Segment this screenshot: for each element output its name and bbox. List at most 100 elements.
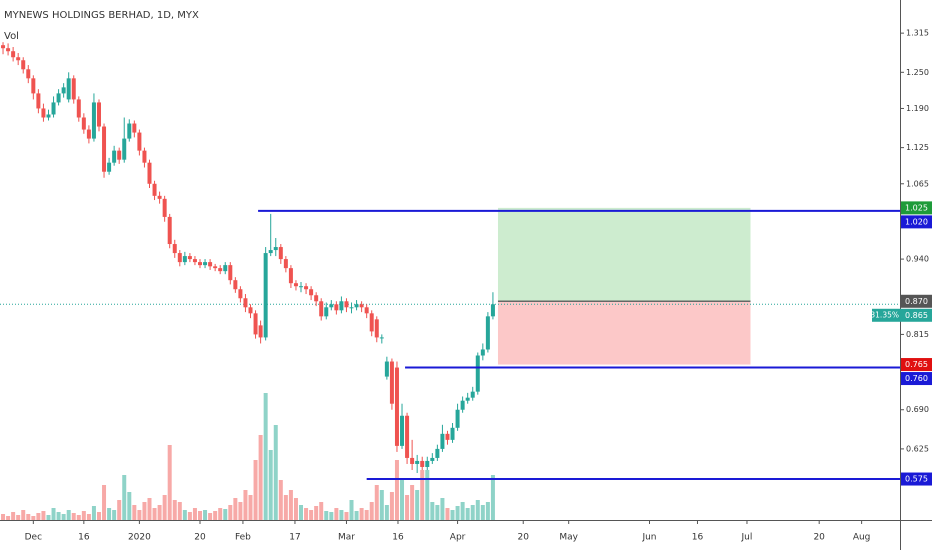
volume-bar bbox=[152, 508, 157, 520]
candle-body bbox=[415, 460, 420, 464]
volume-bar bbox=[223, 509, 228, 520]
volume-bar bbox=[420, 470, 425, 520]
volume-bar bbox=[122, 475, 127, 520]
candle-body bbox=[379, 337, 384, 339]
volume-bar bbox=[11, 512, 16, 520]
volume-bar bbox=[46, 515, 51, 520]
volume-bar bbox=[41, 511, 46, 520]
x-tick-label: Jul bbox=[741, 533, 753, 543]
candle-body bbox=[112, 150, 117, 163]
price-badge bbox=[901, 308, 932, 322]
candle-body bbox=[435, 448, 440, 458]
volume-bar bbox=[112, 510, 117, 520]
price-badge bbox=[901, 372, 932, 386]
volume-bar bbox=[480, 505, 485, 520]
volume-bar bbox=[485, 502, 490, 520]
candle-body bbox=[218, 268, 223, 272]
candle-body bbox=[152, 183, 157, 196]
price-badge-label: 1.020 bbox=[905, 217, 928, 226]
volume-bar bbox=[283, 495, 288, 520]
volume-bar bbox=[61, 514, 66, 520]
candle-body bbox=[359, 304, 364, 308]
candle-body bbox=[162, 198, 167, 217]
candle-body bbox=[177, 253, 182, 263]
candle-body bbox=[21, 60, 26, 70]
volume-bar bbox=[440, 498, 445, 520]
x-tick-label: 20 bbox=[518, 533, 530, 543]
volume-bar bbox=[334, 508, 339, 520]
candle-body bbox=[56, 93, 61, 103]
x-tick-label: 16 bbox=[692, 533, 704, 543]
candle-body bbox=[81, 117, 86, 130]
volume-bar bbox=[96, 512, 101, 520]
candle-body bbox=[157, 195, 162, 199]
candle-body bbox=[339, 301, 344, 311]
volume-bar bbox=[309, 510, 314, 520]
x-tick-label: 17 bbox=[289, 533, 300, 543]
price-badge bbox=[901, 294, 932, 308]
volume-bar bbox=[273, 425, 278, 520]
candle-body bbox=[142, 150, 147, 163]
candle-body bbox=[71, 78, 76, 100]
candle-body bbox=[102, 126, 107, 172]
price-badge bbox=[901, 472, 932, 486]
volume-bar bbox=[192, 508, 197, 520]
x-tick-label: 20 bbox=[813, 533, 825, 543]
plot bbox=[0, 42, 900, 520]
volume-bar bbox=[81, 511, 86, 520]
y-tick-label: 1.190 bbox=[906, 104, 929, 113]
candle-body bbox=[182, 256, 187, 263]
candle-body bbox=[16, 57, 21, 61]
x-tick-label: 16 bbox=[78, 533, 90, 543]
volume-bar bbox=[102, 485, 107, 520]
candle-body bbox=[465, 397, 470, 401]
volume-bar bbox=[394, 460, 399, 520]
candle-body bbox=[76, 99, 81, 118]
candle-body bbox=[51, 102, 56, 115]
volume-bar bbox=[293, 498, 298, 520]
candle-body bbox=[198, 262, 202, 266]
volume-bar bbox=[349, 500, 354, 520]
candle-body bbox=[137, 132, 142, 151]
volume-bar bbox=[278, 480, 283, 520]
volume-bar bbox=[162, 495, 167, 520]
candle-body bbox=[66, 78, 71, 100]
volume-bar bbox=[243, 490, 248, 520]
candle-body bbox=[253, 313, 258, 335]
candle-body bbox=[228, 265, 233, 281]
candle-body bbox=[314, 295, 319, 302]
candle-body bbox=[172, 244, 177, 254]
candle-body bbox=[344, 301, 349, 308]
volume-bar bbox=[379, 490, 384, 520]
candle-body bbox=[6, 48, 11, 52]
candle-body bbox=[268, 250, 273, 254]
candle-body bbox=[430, 457, 435, 461]
volume-bar bbox=[177, 502, 182, 520]
candle-body bbox=[107, 162, 112, 172]
price-badge-label: 0.870 bbox=[905, 297, 928, 306]
candle-body bbox=[283, 259, 288, 269]
volume-bar bbox=[16, 515, 21, 520]
volume-bar bbox=[475, 500, 480, 520]
y-tick-label: 1.250 bbox=[906, 68, 929, 77]
volume-bar bbox=[187, 512, 192, 520]
x-tick-label: May bbox=[559, 533, 578, 543]
volume-bar bbox=[142, 502, 147, 520]
candle-body bbox=[324, 307, 329, 317]
volume-bar bbox=[36, 513, 41, 520]
candle-body bbox=[187, 256, 192, 260]
price-badge bbox=[901, 215, 932, 229]
volume-bar bbox=[117, 500, 122, 520]
x-tick-label: Apr bbox=[450, 533, 466, 543]
indicator-label: Vol bbox=[4, 31, 19, 42]
volume-bar bbox=[157, 505, 162, 520]
volume-bar bbox=[450, 510, 455, 520]
price-badge-label: 0.575 bbox=[905, 475, 928, 484]
y-tick-label: 0.940 bbox=[906, 255, 929, 264]
candle-body bbox=[288, 268, 293, 284]
candle-body bbox=[485, 316, 490, 350]
volume-bar bbox=[369, 502, 374, 520]
price-badge-label: 0.760 bbox=[905, 374, 928, 383]
volume-bar bbox=[304, 508, 309, 520]
volume-bar bbox=[319, 502, 324, 520]
